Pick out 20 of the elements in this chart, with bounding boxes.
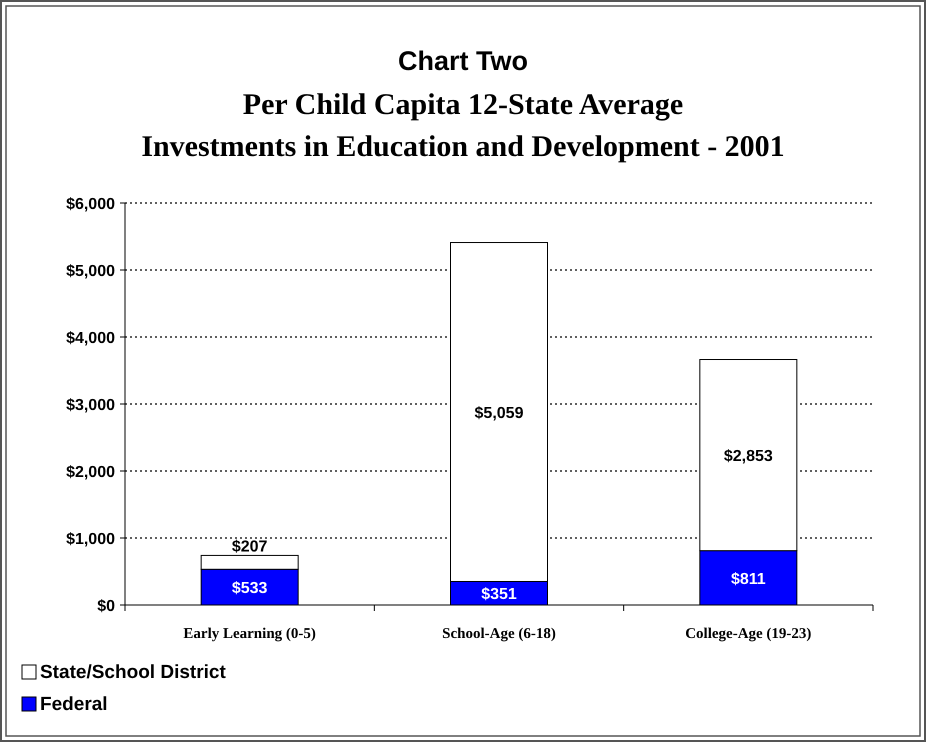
- legend-label: State/School District: [40, 662, 226, 683]
- y-tick-label: $3,000: [66, 397, 116, 414]
- data-label: $207: [232, 538, 268, 556]
- data-label: $533: [232, 580, 268, 598]
- data-label: $5,059: [474, 405, 524, 422]
- x-tick-label: School-Age (6-18): [442, 626, 556, 642]
- y-tick-label: $1,000: [66, 531, 116, 548]
- chart-title: Chart Two: [398, 46, 528, 76]
- y-tick-label: $5,000: [66, 263, 116, 280]
- chart-subtitle: Per Child Capita 12-State Average Investments in Education and Development - 2001: [141, 88, 785, 163]
- y-tick-label: $4,000: [66, 330, 116, 347]
- x-tick-label: Early Learning (0-5): [183, 626, 316, 642]
- y-tick-label: $2,000: [66, 464, 116, 481]
- data-label: $351: [481, 586, 517, 604]
- y-tick-label: $6,000: [66, 196, 116, 213]
- data-label: $811: [730, 570, 766, 588]
- x-tick-label: College-Age (19-23): [685, 626, 812, 642]
- legend-label: Federal: [40, 694, 108, 715]
- data-label: $2,853: [724, 448, 773, 466]
- y-tick-label: $0: [97, 598, 116, 615]
